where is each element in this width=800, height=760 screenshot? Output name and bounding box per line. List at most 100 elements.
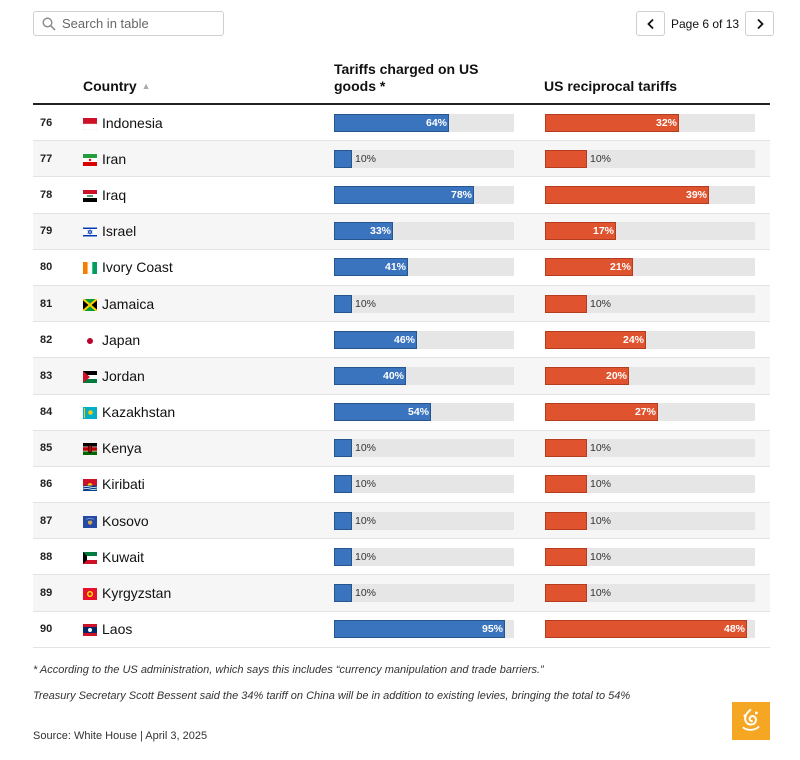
country-name: Jordan [102, 367, 145, 384]
row-rank: 88 [40, 550, 53, 563]
tariff-charged-bar-track: 33% [334, 222, 514, 241]
reciprocal-tariff-bar [545, 366, 629, 385]
reciprocal-tariff-bar [545, 222, 616, 241]
reciprocal-tariff-bar-label: 17% [592, 225, 614, 238]
tariff-charged-bar [334, 294, 352, 313]
column-header-country[interactable]: Country ▲ [83, 78, 151, 95]
reciprocal-tariff-bar-track: 27% [545, 403, 755, 422]
tariff-charged-bar-track: 78% [334, 185, 514, 204]
reciprocal-tariff-bar-track: 17% [545, 222, 755, 241]
country-name: Kosovo [102, 512, 149, 529]
country-name: Kiribati [102, 476, 145, 493]
table-row: 76 Indonesia 64% 32% [33, 105, 770, 142]
al-jazeera-logo-icon [732, 702, 770, 740]
country-name: Kazakhstan [102, 404, 176, 421]
row-rank: 80 [40, 261, 53, 274]
reciprocal-tariff-bar-track: 24% [545, 330, 755, 349]
tariff-charged-bar [334, 258, 408, 277]
tariff-charged-bar [334, 584, 352, 603]
tariff-charged-bar-track: 10% [334, 475, 514, 494]
column-header-country-label: Country [83, 78, 137, 94]
table-header: Country ▲ Tariffs charged on US goods * … [33, 55, 770, 105]
tariff-charged-bar-track: 10% [334, 294, 514, 313]
reciprocal-tariff-bar [545, 149, 587, 168]
reciprocal-tariff-bar [545, 439, 587, 458]
reciprocal-tariff-bar-track: 10% [545, 149, 755, 168]
tariff-charged-bar-label: 10% [355, 550, 377, 563]
reciprocal-tariff-bar-track: 10% [545, 584, 755, 603]
tariff-charged-bar-label: 10% [355, 442, 377, 455]
row-rank: 87 [40, 514, 53, 527]
reciprocal-tariff-bar-track: 20% [545, 366, 755, 385]
tariff-charged-bar-label: 78% [450, 188, 472, 201]
reciprocal-tariff-bar-label: 21% [609, 261, 631, 274]
row-rank: 89 [40, 587, 53, 600]
tariff-charged-bar-label: 40% [382, 369, 404, 382]
reciprocal-tariff-bar-track: 21% [545, 258, 755, 277]
table-row: 86 Kiribati 10% 10% [33, 467, 770, 504]
previous-page-button[interactable] [636, 11, 665, 36]
reciprocal-tariff-bar-label: 10% [590, 587, 612, 600]
sort-arrow-icon: ▲ [141, 81, 151, 91]
row-rank: 76 [40, 116, 53, 129]
reciprocal-tariff-bar [545, 185, 709, 204]
country-name: Indonesia [102, 114, 163, 131]
next-page-button[interactable] [745, 11, 775, 36]
row-rank: 82 [40, 333, 53, 346]
column-header-reciprocal-tariffs[interactable]: US reciprocal tariffs [544, 78, 678, 94]
country-name: Iran [102, 150, 127, 167]
footnote-asterisk: * According to the US administration, wh… [33, 664, 544, 676]
column-header-tariffs-charged[interactable]: Tariffs charged on US goods * [334, 61, 479, 94]
tariff-charged-bar-track: 10% [334, 149, 514, 168]
country-name: Kuwait [102, 548, 145, 565]
flag-laos-icon [83, 623, 97, 637]
reciprocal-tariff-bar-track: 10% [545, 547, 755, 566]
table-row: 83 Jordan 40% 20% [33, 358, 770, 395]
tariff-charged-bar-label: 10% [355, 152, 377, 165]
reciprocal-tariff-bar [545, 511, 587, 530]
table-row: 89 Kyrgyzstan 10% 10% [33, 575, 770, 612]
tariff-charged-bar-track: 10% [334, 511, 514, 530]
tariff-charged-bar [334, 222, 393, 241]
tariff-charged-bar-track: 10% [334, 439, 514, 458]
flag-jordan-icon [83, 370, 97, 383]
tariff-charged-bar-label: 54% [407, 406, 429, 419]
search-box[interactable] [33, 11, 224, 36]
flag-indonesia-icon [82, 117, 98, 130]
row-rank: 77 [40, 152, 53, 165]
reciprocal-tariff-bar-label: 20% [605, 369, 627, 382]
reciprocal-tariff-bar-track: 10% [545, 475, 755, 494]
reciprocal-tariff-bar-label: 10% [590, 550, 612, 563]
flag-kiribati-icon [82, 478, 98, 492]
row-rank: 81 [40, 297, 53, 310]
country-name: Iraq [102, 186, 127, 203]
reciprocal-tariff-bar-label: 10% [590, 442, 612, 455]
reciprocal-tariff-bar-label: 10% [590, 297, 612, 310]
flag-iraq-icon [83, 189, 97, 202]
flag-kuwait-icon [83, 551, 97, 564]
row-rank: 86 [40, 478, 53, 491]
reciprocal-tariff-bar-label: 10% [590, 514, 612, 527]
country-name: Kyrgyzstan [102, 585, 172, 602]
tariff-charged-bar-track: 40% [334, 366, 514, 385]
row-rank: 83 [40, 369, 53, 382]
tariff-charged-bar-label: 95% [481, 623, 503, 636]
reciprocal-tariff-bar-track: 10% [545, 294, 755, 313]
reciprocal-tariff-bar-track: 48% [545, 620, 755, 639]
tariff-charged-bar-track: 10% [334, 584, 514, 603]
flag-kenya-icon [83, 442, 97, 456]
table-row: 77 Iran 10% 10% [33, 141, 770, 178]
country-name: Japan [102, 331, 141, 348]
reciprocal-tariff-bar [545, 403, 658, 422]
search-input[interactable] [62, 16, 222, 31]
table-row: 88 Kuwait 10% 10% [33, 539, 770, 576]
tariff-charged-bar [334, 403, 431, 422]
tariff-charged-bar [334, 511, 352, 530]
table-toolbar: Page 6 of 13 [0, 0, 800, 50]
reciprocal-tariff-bar-track: 39% [545, 185, 755, 204]
reciprocal-tariff-bar [545, 620, 747, 639]
country-name: Kenya [102, 440, 142, 457]
footnote-treasury: Treasury Secretary Scott Bessent said th… [33, 690, 631, 702]
tariff-charged-bar [334, 330, 417, 349]
flag-jamaica-icon [82, 297, 98, 312]
